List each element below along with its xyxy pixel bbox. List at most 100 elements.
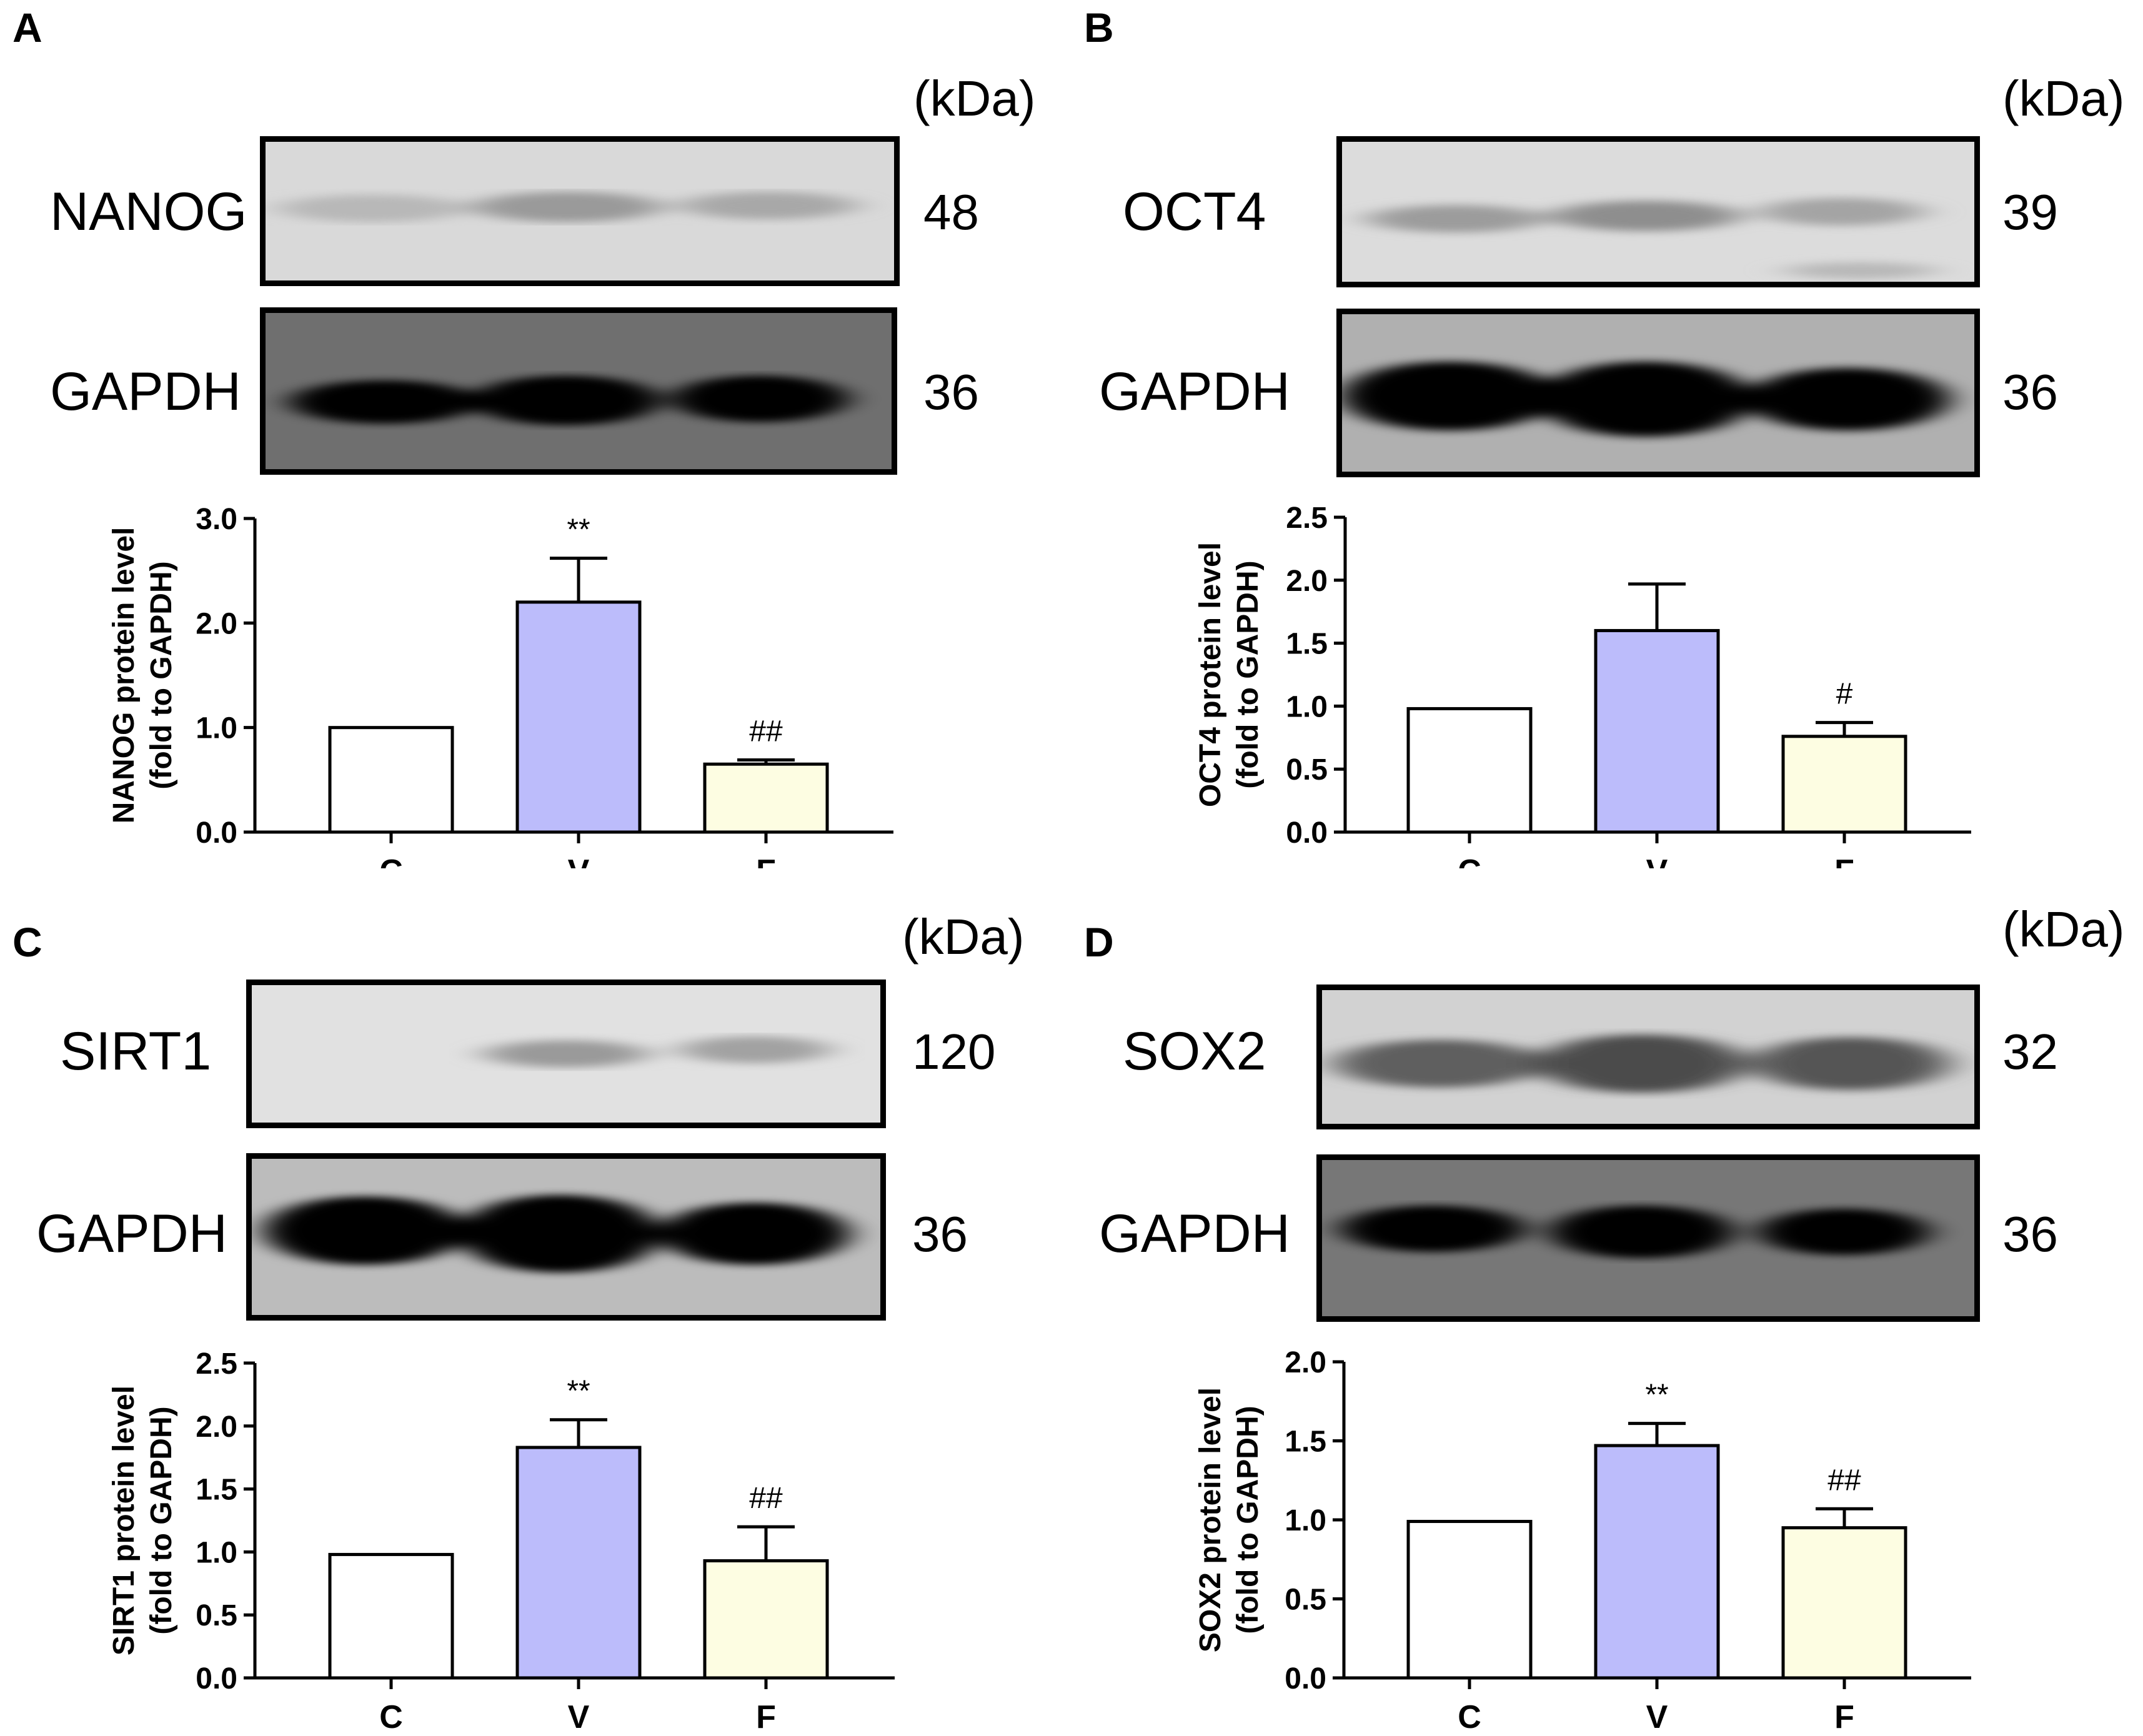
target-mw: 120 — [912, 1024, 996, 1079]
y-tick-label: 0.5 — [196, 1599, 237, 1632]
y-tick-label: 3.0 — [196, 503, 237, 536]
loading-mw: 36 — [923, 364, 979, 420]
loading-protein-label: GAPDH — [1099, 362, 1290, 422]
y-tick-label: 1.0 — [1286, 690, 1328, 723]
panel-label: C — [12, 919, 42, 965]
y-tick-label: 2.0 — [196, 1411, 237, 1444]
y-axis-label-unit: (fold to GAPDH) — [145, 561, 178, 789]
significance-marker: ## — [749, 715, 783, 748]
y-tick-label: 2.0 — [196, 607, 237, 640]
bar-chart-nanog: 0.0 1.0 2.0 3.0 NANOG protein level (fold to … — [107, 503, 893, 868]
x-tick-label: C — [1458, 1699, 1481, 1735]
bar-F — [703, 1559, 829, 1680]
x-tick-label: C — [379, 853, 403, 868]
loading-mw: 36 — [912, 1206, 968, 1262]
y-axis-label-unit: (fold to GAPDH) — [1231, 560, 1265, 788]
y-tick-label: 2.0 — [1285, 1346, 1326, 1379]
x-tick-label: C — [379, 1699, 403, 1735]
bar-chart-sox2: 0.0 0.5 1.0 1.5 2.0 SOX2 protein level (fold t… — [1194, 1346, 1971, 1735]
bar-C — [1406, 1520, 1533, 1680]
significance-marker: ** — [567, 1375, 590, 1408]
x-tick-label: C — [1458, 853, 1481, 868]
panel-label: B — [1084, 4, 1114, 51]
panel-label: D — [1084, 919, 1114, 965]
kda-unit-label: (kDa) — [2002, 71, 2125, 126]
significance-marker: ## — [1827, 1464, 1861, 1497]
y-axis-label: SOX2 protein level — [1194, 1387, 1227, 1652]
panel-a: A (kDa) NANOG 48 GAPDH 36 0.0 1.0 2.0 3.0 NA — [0, 0, 1072, 868]
significance-marker: ** — [567, 513, 590, 547]
bar-chart-sirt1: 0.0 0.5 1.0 1.5 2.0 2.5 SIRT1 protein level (fo… — [107, 1347, 895, 1735]
y-tick-label: 1.0 — [196, 712, 237, 745]
panel-label: A — [12, 4, 42, 51]
x-tick-label: V — [1646, 853, 1668, 868]
bar-V — [515, 600, 642, 834]
kda-unit-label: (kDa) — [913, 71, 1036, 126]
bar-V — [515, 1446, 642, 1680]
y-tick-label: 0.0 — [196, 1662, 237, 1695]
x-tick-label: F — [756, 853, 776, 868]
target-protein-label: OCT4 — [1123, 182, 1266, 242]
y-tick-label: 1.5 — [1286, 628, 1328, 661]
y-axis-label: SIRT1 protein level — [107, 1386, 141, 1655]
target-blot — [260, 136, 900, 286]
kda-unit-label: (kDa) — [902, 909, 1025, 965]
target-mw: 32 — [2002, 1024, 2058, 1079]
loading-blot — [1316, 1154, 1980, 1322]
y-tick-label: 2.5 — [1286, 502, 1328, 535]
panel-c: C (kDa) SIRT1 120 GAPDH 36 0.0 0.5 1.0 1.5 2… — [0, 868, 1072, 1736]
loading-protein-label: GAPDH — [36, 1204, 227, 1264]
bar-C — [328, 1552, 454, 1680]
panel-b: B (kDa) OCT4 39 GAPDH 36 0.0 0 — [1072, 0, 2143, 868]
y-tick-label: 1.5 — [196, 1474, 237, 1507]
loading-protein-label: GAPDH — [50, 362, 241, 422]
bar-C — [1406, 707, 1533, 834]
x-tick-label: V — [568, 853, 590, 868]
y-tick-label: 1.0 — [1285, 1504, 1326, 1537]
y-tick-label: 0.0 — [1286, 816, 1328, 850]
x-tick-label: V — [568, 1699, 590, 1735]
panel-d: D (kDa) SOX2 32 GAPDH 36 0.0 0.5 1.0 1.5 2.0 — [1072, 868, 2143, 1736]
bar-F — [703, 762, 829, 834]
loading-blot — [246, 1153, 886, 1321]
target-protein-label: SIRT1 — [60, 1021, 212, 1081]
target-mw: 48 — [923, 184, 979, 240]
x-tick-label: F — [756, 1699, 776, 1735]
bar-C — [328, 726, 454, 834]
target-blot — [246, 980, 886, 1128]
x-tick-label: F — [1834, 853, 1854, 868]
y-tick-label: 0.5 — [1285, 1584, 1326, 1617]
y-axis-label-unit: (fold to GAPDH) — [1231, 1406, 1265, 1634]
bar-F — [1781, 735, 1907, 834]
y-tick-label: 2.5 — [196, 1347, 237, 1381]
y-tick-label: 0.5 — [1286, 753, 1328, 786]
y-tick-label: 0.0 — [196, 816, 237, 850]
target-mw: 39 — [2002, 184, 2058, 240]
loading-protein-label: GAPDH — [1099, 1204, 1290, 1264]
significance-marker: # — [1836, 678, 1853, 711]
significance-marker: ## — [749, 1482, 783, 1515]
y-axis-label: NANOG protein level — [107, 527, 141, 824]
bar-F — [1781, 1526, 1907, 1680]
loading-blot — [260, 307, 897, 475]
target-protein-label: NANOG — [50, 182, 247, 242]
y-tick-label: 0.0 — [1285, 1662, 1326, 1695]
x-tick-label: F — [1834, 1699, 1854, 1735]
y-axis-label: OCT4 protein level — [1194, 542, 1227, 807]
x-tick-label: V — [1646, 1699, 1668, 1735]
y-tick-label: 1.0 — [196, 1536, 237, 1569]
kda-unit-label: (kDa) — [2002, 901, 2125, 957]
bar-V — [1594, 1444, 1720, 1680]
significance-marker: ** — [1645, 1379, 1668, 1412]
bar-V — [1594, 628, 1720, 834]
loading-blot — [1336, 309, 1980, 477]
y-tick-label: 2.0 — [1286, 565, 1328, 598]
target-protein-label: SOX2 — [1123, 1021, 1266, 1081]
y-axis-label-unit: (fold to GAPDH) — [145, 1406, 178, 1634]
y-tick-label: 1.5 — [1285, 1426, 1326, 1459]
target-blot — [1336, 136, 1980, 287]
loading-mw: 36 — [2002, 364, 2058, 420]
target-blot — [1316, 985, 1980, 1129]
loading-mw: 36 — [2002, 1206, 2058, 1262]
